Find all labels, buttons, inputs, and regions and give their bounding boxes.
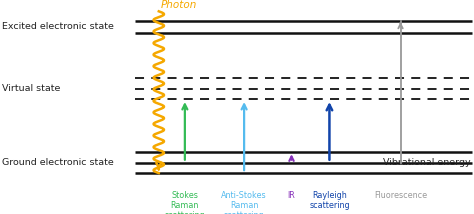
Text: Fluorescence: Fluorescence: [374, 190, 427, 199]
Text: Photon: Photon: [161, 0, 198, 10]
Text: Anti-Stokes
Raman
scattering: Anti-Stokes Raman scattering: [221, 190, 267, 214]
Text: Rayleigh
scattering: Rayleigh scattering: [309, 190, 350, 210]
Text: Virtual state: Virtual state: [2, 84, 61, 93]
Text: Stokes
Raman
scattering: Stokes Raman scattering: [164, 190, 205, 214]
Text: IR: IR: [288, 190, 295, 199]
Text: Vibrational energy: Vibrational energy: [383, 158, 471, 167]
Text: Excited electronic state: Excited electronic state: [2, 22, 114, 31]
Text: Ground electronic state: Ground electronic state: [2, 158, 114, 167]
